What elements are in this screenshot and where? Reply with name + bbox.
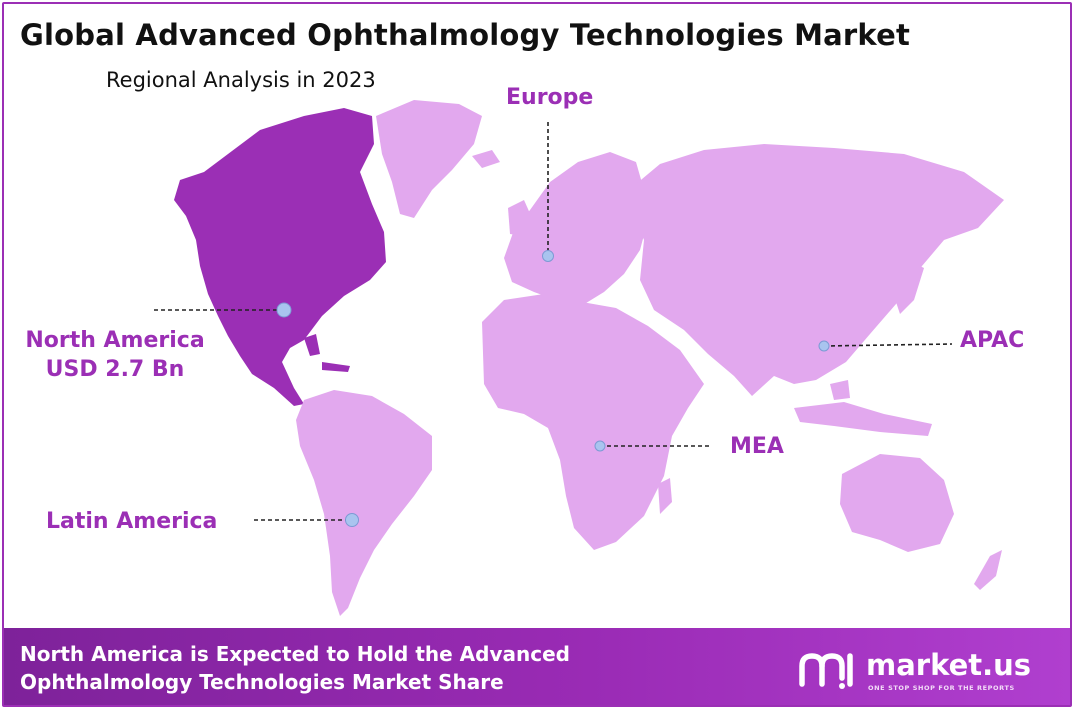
brand-tagline: ONE STOP SHOP FOR THE REPORTS bbox=[868, 684, 1015, 692]
marker-apac[interactable] bbox=[818, 340, 830, 352]
label-north-america-value: USD 2.7 Bn bbox=[45, 357, 185, 382]
landmass-southeast-asia bbox=[794, 380, 932, 436]
region-apac[interactable] bbox=[624, 144, 1004, 396]
world-map bbox=[154, 100, 1004, 616]
landmass-australia bbox=[840, 454, 954, 552]
footer-text: North America is Expected to Hold the Ad… bbox=[20, 640, 570, 696]
landmass-madagascar bbox=[658, 478, 672, 514]
marker-north-america[interactable] bbox=[276, 302, 292, 318]
label-europe: Europe bbox=[506, 85, 594, 110]
landmass-greenland bbox=[376, 100, 482, 218]
label-mea: MEA bbox=[730, 434, 784, 459]
footer-line-1: North America is Expected to Hold the Ad… bbox=[20, 642, 570, 666]
page-subtitle: Regional Analysis in 2023 bbox=[106, 68, 376, 92]
region-north-america[interactable] bbox=[174, 108, 386, 406]
label-apac: APAC bbox=[960, 328, 1025, 353]
market-us-logo-icon bbox=[799, 653, 853, 689]
landmass-iceland bbox=[472, 150, 500, 168]
landmass-new-zealand bbox=[974, 550, 1002, 590]
marker-europe[interactable] bbox=[542, 250, 554, 262]
leader-line-apac bbox=[823, 343, 953, 347]
landmass-caribbean bbox=[304, 334, 350, 372]
footer-line-2: Ophthalmology Technologies Market Share bbox=[20, 670, 504, 694]
marker-latin-america[interactable] bbox=[345, 513, 359, 527]
page-title: Global Advanced Ophthalmology Technologi… bbox=[20, 18, 911, 52]
label-north-america: North America USD 2.7 Bn bbox=[20, 326, 210, 384]
footer-banner: North America is Expected to Hold the Ad… bbox=[4, 628, 1070, 705]
brand-name: market.us bbox=[866, 648, 1032, 682]
label-north-america-name: North America bbox=[25, 328, 205, 353]
landmass-uk bbox=[508, 200, 532, 236]
landmass-japan bbox=[896, 262, 924, 314]
region-mea[interactable] bbox=[482, 294, 704, 550]
brand-logo[interactable]: market.us ONE STOP SHOP FOR THE REPORTS bbox=[796, 646, 1056, 696]
label-latin-america: Latin America bbox=[46, 509, 218, 534]
region-latin-america[interactable] bbox=[296, 390, 432, 616]
marker-mea[interactable] bbox=[594, 440, 606, 452]
region-europe[interactable] bbox=[504, 152, 648, 308]
